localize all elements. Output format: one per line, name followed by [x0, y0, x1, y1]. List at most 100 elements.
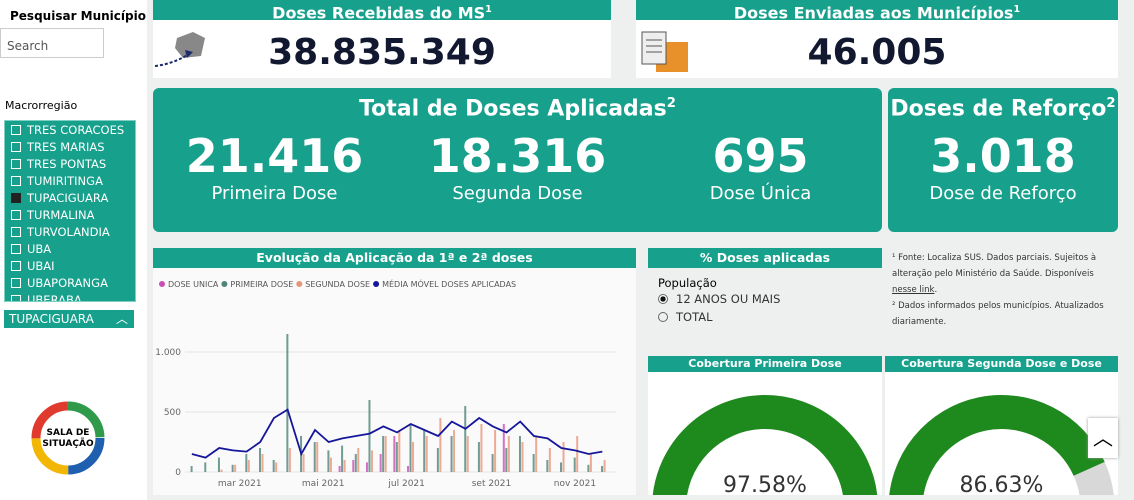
title-text: Total de Doses Aplicadas [359, 96, 667, 122]
checkbox [11, 209, 21, 220]
bar [217, 457, 220, 472]
legend-marker [159, 281, 165, 287]
percent-panel: % Doses aplicadas População 12 ANOS OU M… [648, 248, 882, 348]
note: ¹ Fonte: Localiza SUS. Dados parciais. S… [892, 253, 1097, 279]
option[interactable]: UBA [5, 240, 135, 257]
bar [562, 442, 565, 472]
box-icon [641, 31, 688, 72]
bar [576, 436, 579, 472]
option[interactable]: TRES CORACOES [5, 121, 135, 138]
checkbox [11, 260, 21, 271]
bar [502, 424, 505, 472]
bar [327, 450, 330, 472]
footnotes: ¹ Fonte: Localiza SUS. Dados parciais. S… [892, 250, 1120, 330]
x-tick-label: jul 2021 [387, 479, 424, 489]
bar [370, 450, 373, 472]
option[interactable]: UBAPORANGA [5, 274, 135, 291]
note: ² Dados informados pelos municípios. Atu… [892, 301, 1104, 327]
checkbox [11, 243, 21, 254]
gauge-title: Cobertura Segunda Dose e Dose Única [885, 356, 1118, 386]
logo: SALA DE SITUAÇÃO [31, 401, 105, 475]
radio [658, 312, 668, 322]
bar [507, 436, 510, 472]
y-tick-label: 500 [164, 408, 181, 418]
option-label: TURVOLANDIA [27, 224, 110, 239]
bar [286, 334, 289, 472]
sup: 1 [1013, 4, 1021, 15]
chart: 0 500 1.000 mar 2021 mai 2021 jul 2021 set 202… [155, 278, 616, 489]
scroll-up[interactable]: ︿ [1088, 418, 1118, 458]
option-label: TRES PONTAS [27, 156, 107, 171]
option-label: UBAPORANGA [27, 275, 108, 290]
card-title: Total de Doses Aplicadas2 [153, 96, 882, 121]
bar [477, 442, 480, 472]
logo-text: SITUAÇÃO [42, 438, 94, 449]
bar [601, 466, 604, 472]
option[interactable]: TRES MARIAS [5, 138, 135, 155]
applied-label: Segunda Dose [452, 183, 583, 205]
checkbox [11, 158, 21, 169]
gauge-label: 86.63% [960, 473, 1044, 495]
option[interactable]: TURMALINA [5, 206, 135, 223]
sup: 2 [666, 96, 676, 111]
checkbox [11, 124, 21, 135]
applied-item: 695 Dose Única [640, 129, 881, 204]
bar [382, 436, 385, 472]
legend-label: DOSE UNICA [168, 280, 219, 289]
bar [494, 430, 497, 472]
bar [425, 436, 428, 472]
card-title: Doses Recebidas do MS1 [153, 0, 611, 22]
checkbox [11, 277, 21, 288]
bar [453, 430, 456, 472]
option[interactable]: TURVOLANDIA [5, 223, 135, 240]
bar [259, 448, 262, 472]
bar [518, 436, 521, 472]
legend-label: PRIMEIRA DOSE [230, 280, 293, 289]
bar [587, 464, 590, 472]
bar [505, 448, 508, 472]
x-tick-label: mar 2021 [218, 479, 262, 489]
applied-value: 21.416 [185, 129, 364, 184]
radio-option[interactable]: TOTAL [658, 308, 882, 326]
search-box[interactable]: Search [0, 28, 104, 58]
booster-value: 3.018 [930, 129, 1076, 184]
radio [658, 294, 668, 304]
dropdown[interactable]: TUPACIGUARA ︿ [4, 310, 134, 328]
bar [379, 454, 382, 472]
checkbox [11, 175, 21, 186]
bar [548, 448, 551, 472]
option[interactable]: UBERABA [5, 291, 135, 301]
option[interactable]: TUPACIGUARA [5, 189, 135, 206]
bar [395, 442, 398, 472]
gauge-panel: Cobertura Segunda Dose e Dose Única 86.63… [885, 356, 1118, 500]
received-card: Doses Recebidas do MS1 38.835.349 [153, 0, 611, 78]
search-placeholder: Search [7, 39, 49, 53]
applied-value: 18.316 [428, 129, 607, 184]
bar [521, 442, 524, 472]
radio-option[interactable]: 12 ANOS OU MAIS [658, 290, 882, 308]
radio-group: 12 ANOS OU MAIS TOTAL [658, 290, 882, 326]
title-text: Doses de Reforço [890, 96, 1107, 122]
note: . [934, 285, 938, 295]
chart-panel: Evolução da Aplicação da 1ª e 2ª doses 0… [153, 248, 636, 495]
legend-marker [373, 281, 380, 287]
option[interactable]: UBAI [5, 257, 135, 274]
bar [234, 464, 237, 472]
bar [603, 460, 606, 472]
gauge-label: 97.58% [723, 473, 807, 495]
legend-label: SEGUNDA DOSE [305, 280, 370, 289]
applied-item: 21.416 Primeira Dose [154, 129, 395, 204]
option[interactable]: TRES PONTAS [5, 155, 135, 172]
option-label: TRES MARIAS [27, 139, 105, 154]
bar [409, 424, 412, 472]
link[interactable]: nesse link [892, 285, 935, 295]
checkbox [11, 141, 21, 152]
line [191, 408, 603, 459]
option-label: TUMIRITINGA [27, 173, 103, 188]
legend-label: MÉDIA MÓVEL DOSES APLICADAS [382, 278, 516, 289]
bar [231, 464, 234, 472]
option[interactable]: TUMIRITINGA [5, 172, 135, 189]
bar [535, 436, 538, 472]
bar [247, 460, 250, 472]
sup: 2 [1106, 96, 1116, 111]
